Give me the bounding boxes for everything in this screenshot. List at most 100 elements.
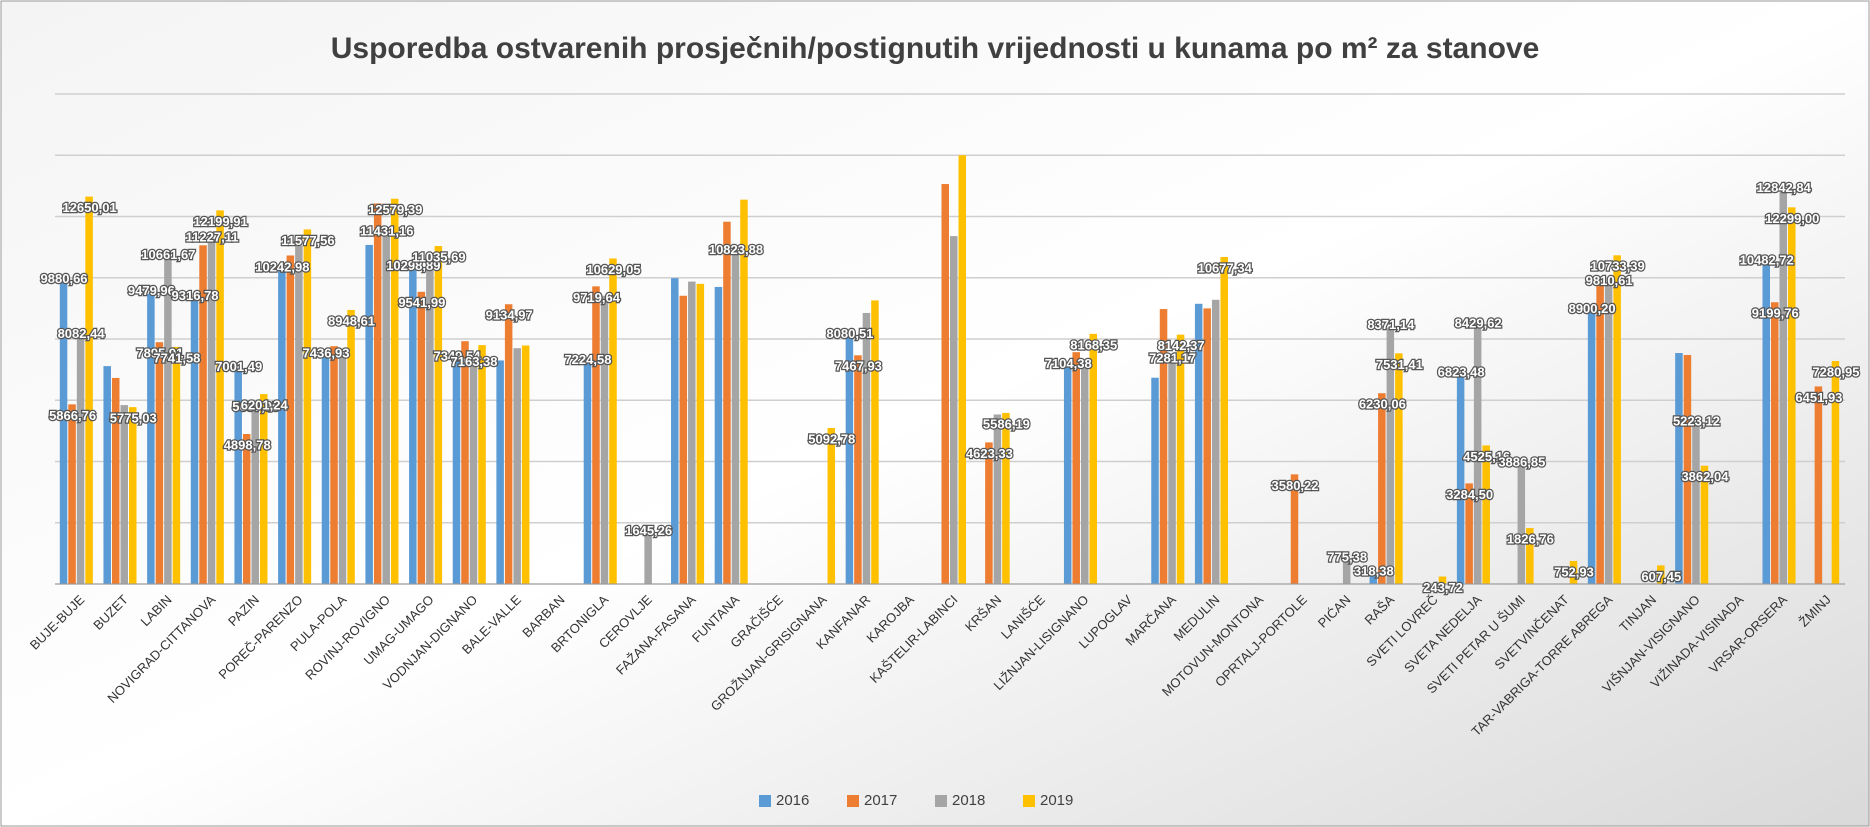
legend-label: 2018 xyxy=(952,792,985,809)
bar xyxy=(452,358,461,584)
bar xyxy=(1211,299,1220,584)
data-label: 10298,89 xyxy=(386,258,440,273)
bar xyxy=(862,312,871,584)
bar xyxy=(1002,412,1010,584)
data-label: 11431,16 xyxy=(360,223,414,238)
data-label: 775,38 xyxy=(1327,550,1367,565)
bar xyxy=(1194,303,1203,584)
bar xyxy=(216,210,224,585)
data-label: 5775,03 xyxy=(110,411,157,426)
data-label: 10482,72 xyxy=(1740,252,1794,267)
bar xyxy=(461,341,469,584)
bar xyxy=(373,203,382,584)
data-label: 10661,67 xyxy=(141,247,195,262)
data-label: 9880,66 xyxy=(41,271,88,286)
bar xyxy=(1168,361,1176,584)
data-label: 8082,44 xyxy=(58,326,106,341)
data-label: 10733,39 xyxy=(1591,259,1645,274)
data-label: 9719,64 xyxy=(573,290,621,305)
legend-swatch xyxy=(935,795,947,807)
data-label: 5687,95 xyxy=(232,399,279,414)
data-label: 7104,38 xyxy=(1045,356,1092,371)
bar xyxy=(76,336,85,584)
bar xyxy=(190,298,199,584)
data-label: 3886,85 xyxy=(1498,454,1545,469)
bar xyxy=(1063,366,1072,584)
data-label: 10823,88 xyxy=(709,242,763,257)
data-label: 4623,33 xyxy=(966,446,1013,461)
bar xyxy=(286,255,295,584)
bar xyxy=(1159,309,1168,584)
bar xyxy=(155,342,164,584)
bar xyxy=(1700,465,1709,584)
data-label: 7281,17 xyxy=(1149,350,1196,365)
bar xyxy=(854,355,862,584)
legend-swatch xyxy=(1023,795,1035,807)
bar xyxy=(1596,282,1604,584)
bar xyxy=(1203,308,1211,584)
bar xyxy=(478,345,486,584)
data-label: 9479,96 xyxy=(128,283,175,298)
bar xyxy=(172,346,181,584)
bar xyxy=(234,369,242,584)
bar xyxy=(671,278,679,584)
data-label: 7163,38 xyxy=(451,354,498,369)
data-label: 318,38 xyxy=(1354,564,1394,579)
data-label: 8429,62 xyxy=(1455,315,1502,330)
bar xyxy=(496,360,504,584)
bar xyxy=(207,240,216,585)
data-label: 7895,91 xyxy=(136,346,183,361)
bar xyxy=(59,281,68,584)
bar xyxy=(426,262,434,584)
bar xyxy=(469,364,478,584)
bar xyxy=(1613,255,1621,585)
bar xyxy=(723,221,731,585)
data-label: 10629,05 xyxy=(586,262,640,277)
data-label: 6230,06 xyxy=(1359,397,1406,412)
data-label: 11577,56 xyxy=(281,233,335,248)
data-label: 7741,58 xyxy=(153,350,200,365)
bar xyxy=(1779,190,1788,584)
bar xyxy=(1517,464,1526,584)
data-label: 7349,54 xyxy=(433,348,481,363)
bar xyxy=(259,394,268,584)
bar xyxy=(1814,386,1823,584)
bar xyxy=(958,155,967,584)
legend-swatch xyxy=(847,795,859,807)
data-label: 1645,26 xyxy=(625,523,672,538)
bar xyxy=(338,354,347,584)
bar xyxy=(103,366,111,584)
bar xyxy=(1151,377,1159,584)
data-label: 8371,14 xyxy=(1367,317,1415,332)
data-label: 5223,12 xyxy=(1673,413,1720,428)
bar xyxy=(950,236,958,584)
bar xyxy=(1176,334,1185,584)
data-label: 9316,78 xyxy=(172,288,219,303)
data-label: 11227,11 xyxy=(186,230,239,245)
bar xyxy=(521,345,530,584)
bar xyxy=(347,309,355,584)
bar xyxy=(504,304,513,584)
bar xyxy=(1692,424,1700,584)
data-label: 8948,61 xyxy=(328,313,375,328)
bar xyxy=(1456,375,1465,584)
bar xyxy=(417,291,426,584)
bar xyxy=(295,245,303,584)
bar xyxy=(1089,333,1098,584)
data-label: 3862,04 xyxy=(1681,469,1729,484)
data-label: 7280,95 xyxy=(1812,364,1859,379)
data-label: 6451,93 xyxy=(1795,390,1842,405)
bar xyxy=(1220,257,1228,584)
data-label: 8142,37 xyxy=(1158,338,1205,353)
bar xyxy=(644,533,652,584)
bar xyxy=(1569,560,1578,584)
bar xyxy=(714,286,723,584)
bar xyxy=(740,199,748,584)
bar xyxy=(242,433,251,584)
data-label: 11035,69 xyxy=(412,249,466,264)
bar xyxy=(129,407,137,584)
bar xyxy=(409,268,417,584)
bar xyxy=(871,300,879,584)
